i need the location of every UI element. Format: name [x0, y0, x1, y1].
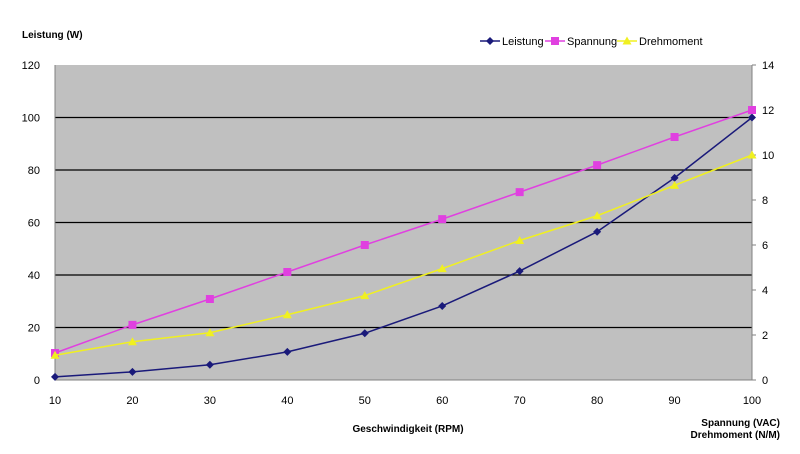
y-left-tick-label: 80: [28, 165, 40, 177]
data-point: [515, 188, 524, 197]
data-point: [50, 350, 60, 359]
y-right-tick-label: 2: [762, 330, 768, 342]
data-point: [748, 113, 756, 122]
data-point: [670, 180, 680, 189]
data-point: [593, 161, 602, 170]
data-point: [360, 329, 369, 338]
data-point: [205, 360, 214, 369]
data-point: [128, 367, 137, 376]
data-point: [748, 106, 756, 114]
y-left-tick-label: 120: [22, 60, 40, 72]
data-point: [551, 37, 559, 45]
data-point: [205, 295, 214, 303]
x-tick-label: 10: [49, 395, 61, 407]
data-point: [283, 347, 292, 356]
data-point: [51, 372, 59, 381]
x-tick-label: 20: [126, 395, 138, 407]
legend: Leistung Spannung Drehmoment: [480, 36, 703, 48]
series-drehmoment: [50, 150, 757, 359]
y-left-tick-label: 60: [28, 218, 40, 230]
x-tick-label: 40: [281, 395, 293, 407]
y-right-axis-label-1: Spannung (VAC): [701, 418, 780, 429]
y-right-tick-label: 10: [762, 150, 774, 162]
legend-item-leistung: Leistung: [480, 36, 544, 48]
y-left-axis-label: Leistung (W): [22, 30, 83, 41]
series-line: [54, 116, 753, 378]
legend-label: Leistung: [502, 36, 544, 48]
y-right-tick-label: 8: [762, 195, 768, 207]
data-point: [438, 301, 447, 310]
y-right-tick-label: 4: [762, 285, 768, 297]
x-tick-label: 90: [668, 395, 680, 407]
y-right-axis-label-2: Drehmoment (N/M): [691, 430, 780, 441]
data-point: [670, 173, 679, 182]
y-right-tick-label: 14: [762, 60, 774, 72]
y-left-tick-label: 0: [34, 375, 40, 387]
x-tick-label: 100: [743, 395, 761, 407]
series-line: [54, 109, 753, 354]
legend-item-spannung: Spannung: [545, 36, 617, 48]
data-point: [127, 337, 137, 346]
legend-label: Drehmoment: [639, 36, 703, 48]
data-point: [515, 267, 524, 276]
data-point: [360, 241, 369, 249]
x-tick-label: 60: [436, 395, 448, 407]
x-tick-label: 30: [204, 395, 216, 407]
data-point: [747, 150, 757, 159]
data-point: [670, 133, 679, 141]
data-point: [128, 320, 137, 329]
data-point: [205, 328, 215, 337]
data-point: [622, 36, 632, 45]
y-left-tick-label: 20: [28, 323, 40, 335]
x-tick-label: 70: [514, 395, 526, 407]
data-point: [282, 310, 292, 319]
data-point: [592, 211, 602, 220]
x-axis-label: Geschwindigkeit (RPM): [352, 424, 463, 435]
y-right-tick-label: 0: [762, 375, 768, 387]
data-point: [360, 291, 370, 300]
data-point: [593, 227, 602, 236]
x-tick-label: 50: [359, 395, 371, 407]
data-point: [283, 268, 292, 276]
data-point: [437, 264, 447, 273]
data-point: [515, 236, 525, 244]
y-right-tick-label: 12: [762, 105, 774, 117]
y-left-tick-label: 100: [22, 113, 40, 125]
series-leistung: [51, 113, 756, 381]
x-tick-label: 80: [591, 395, 603, 407]
series-line: [54, 154, 753, 356]
data-point: [438, 215, 447, 224]
legend-item-drehmoment: Drehmoment: [617, 36, 703, 48]
legend-label: Spannung: [567, 36, 617, 48]
y-left-tick-label: 40: [28, 270, 40, 282]
data-point: [486, 37, 494, 45]
y-right-tick-label: 6: [762, 240, 768, 252]
